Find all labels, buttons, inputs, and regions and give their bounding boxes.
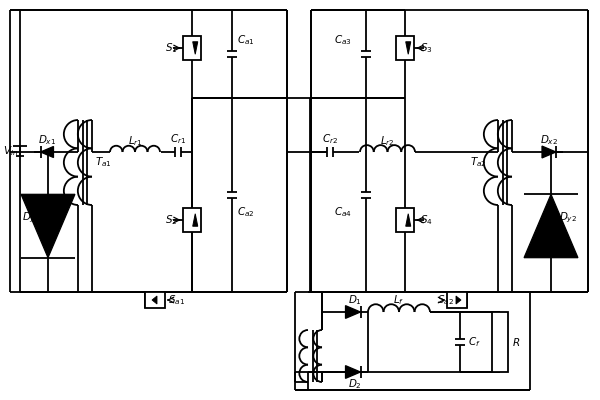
Polygon shape	[41, 146, 53, 158]
Polygon shape	[21, 194, 75, 258]
Polygon shape	[406, 42, 411, 54]
Text: $T_{a2}$: $T_{a2}$	[470, 156, 487, 170]
Text: $S_1$: $S_1$	[165, 41, 177, 55]
Text: $V_{in}$: $V_{in}$	[3, 144, 18, 158]
Text: $C_{a1}$: $C_{a1}$	[237, 33, 255, 47]
Bar	[183, 208, 201, 232]
Polygon shape	[456, 296, 461, 304]
Bar	[145, 292, 165, 308]
Text: $L_f$: $L_f$	[394, 293, 404, 307]
Text: $S_4$: $S_4$	[419, 213, 433, 227]
Text: $D_{x1}$: $D_{x1}$	[38, 133, 56, 147]
Polygon shape	[193, 42, 198, 54]
Text: $S_2$: $S_2$	[165, 213, 177, 227]
Text: $C_{a4}$: $C_{a4}$	[334, 205, 352, 219]
Text: $L_{r1}$: $L_{r1}$	[128, 134, 142, 148]
Polygon shape	[406, 214, 411, 226]
Text: $L_{r2}$: $L_{r2}$	[380, 134, 395, 148]
Text: $C_{a3}$: $C_{a3}$	[334, 33, 352, 47]
Polygon shape	[542, 146, 556, 158]
Text: $C_{r2}$: $C_{r2}$	[322, 132, 338, 146]
Text: $C_f$: $C_f$	[467, 335, 481, 349]
Text: $S_{a2}$: $S_{a2}$	[437, 293, 454, 307]
Bar	[396, 208, 414, 232]
Bar	[492, 312, 508, 372]
Polygon shape	[346, 306, 361, 318]
Text: $R$: $R$	[512, 336, 520, 348]
Text: $S_3$: $S_3$	[419, 41, 433, 55]
Text: $D_{y1}$: $D_{y1}$	[22, 211, 40, 225]
Text: $T_{a1}$: $T_{a1}$	[95, 156, 112, 170]
Text: $S_{a1}$: $S_{a1}$	[168, 293, 185, 307]
Text: $C_{a2}$: $C_{a2}$	[237, 205, 255, 219]
Polygon shape	[152, 296, 157, 304]
Polygon shape	[346, 366, 361, 378]
Text: $D_{y2}$: $D_{y2}$	[559, 211, 577, 225]
Text: $C_{r1}$: $C_{r1}$	[170, 132, 186, 146]
Text: $D_{x2}$: $D_{x2}$	[540, 133, 558, 147]
Text: $D_2$: $D_2$	[348, 377, 362, 391]
Bar	[447, 292, 467, 308]
Bar	[396, 36, 414, 60]
Polygon shape	[524, 194, 578, 258]
Text: $D_1$: $D_1$	[348, 293, 362, 307]
Polygon shape	[193, 214, 198, 226]
Bar	[183, 36, 201, 60]
